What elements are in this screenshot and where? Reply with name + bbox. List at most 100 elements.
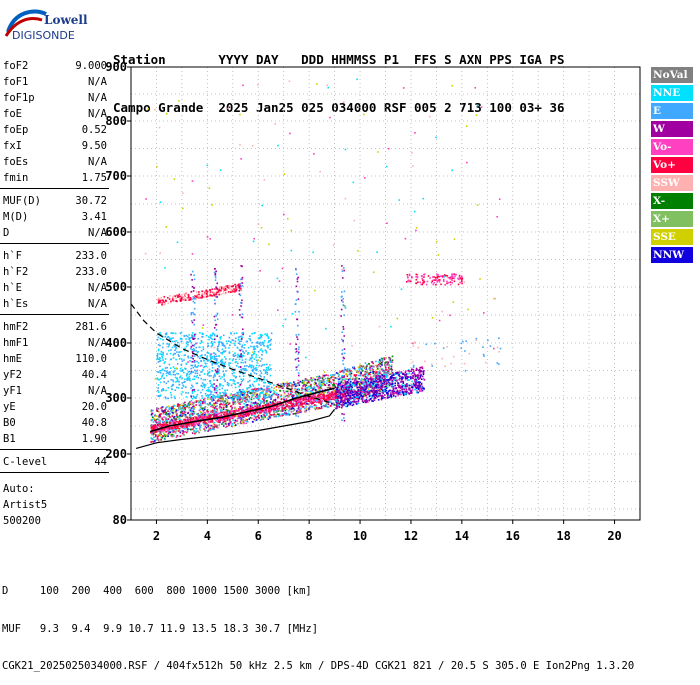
echo-point	[234, 401, 236, 403]
echo-point	[223, 334, 225, 336]
echo-point	[256, 380, 258, 382]
echo-point	[237, 393, 239, 395]
echo-point	[298, 352, 300, 354]
echo-point	[251, 389, 253, 391]
echo-point	[166, 367, 168, 369]
echo-point	[185, 338, 187, 340]
echo-point	[181, 296, 183, 298]
echo-point	[194, 338, 196, 340]
echo-point	[332, 374, 334, 376]
echo-point	[167, 435, 169, 437]
echo-point	[210, 415, 212, 417]
echo-point	[248, 401, 250, 403]
echo-point	[291, 388, 293, 390]
echo-point	[283, 383, 285, 385]
echo-point	[244, 390, 246, 392]
echo-point	[269, 383, 271, 385]
echo-point	[356, 370, 358, 372]
echo-point	[326, 397, 328, 399]
echo-point	[231, 397, 233, 399]
echo-point	[228, 425, 230, 427]
echo-point	[171, 397, 173, 399]
echo-point	[184, 335, 186, 337]
echo-point	[167, 420, 169, 422]
echo-point	[266, 352, 268, 354]
echo-point	[242, 355, 244, 357]
echo-point	[391, 370, 393, 372]
echo-point	[166, 422, 168, 424]
echo-point	[233, 375, 235, 377]
echo-point	[262, 344, 264, 346]
echo-point	[371, 361, 373, 363]
echo-point	[233, 396, 235, 398]
echo-point	[286, 409, 288, 411]
echo-point	[207, 398, 209, 400]
echo-point	[239, 399, 241, 401]
echo-point	[178, 355, 180, 357]
echo-point	[235, 287, 237, 289]
echo-point	[315, 408, 317, 410]
echo-point	[346, 369, 348, 371]
echo-point	[151, 434, 153, 436]
echo-point	[182, 299, 184, 301]
echo-point	[296, 403, 298, 405]
echo-point	[274, 412, 276, 414]
echo-point	[170, 367, 172, 369]
echo-point	[362, 370, 364, 372]
echo-point	[313, 386, 315, 388]
echo-point	[237, 396, 239, 398]
echo-point	[210, 398, 212, 400]
echo-point	[191, 342, 193, 344]
echo-point	[254, 372, 256, 374]
echo-point	[165, 413, 167, 415]
echo-point	[226, 389, 228, 391]
echo-point	[159, 332, 161, 334]
echo-point	[224, 389, 226, 391]
echo-point	[227, 382, 229, 384]
echo-point	[203, 424, 205, 426]
echo-point	[214, 303, 216, 305]
echo-point	[209, 293, 211, 295]
echo-point	[156, 431, 158, 433]
echo-point	[212, 394, 214, 396]
echo-point	[212, 384, 214, 386]
echo-point	[232, 380, 234, 382]
echo-point	[204, 402, 206, 404]
echo-point	[154, 440, 156, 442]
echo-point	[251, 399, 253, 401]
echo-point	[313, 388, 315, 390]
echo-point	[227, 401, 229, 403]
echo-point	[224, 363, 226, 365]
echo-point	[332, 379, 334, 381]
echo-point	[219, 337, 221, 339]
echo-point	[332, 392, 334, 394]
echo-point	[159, 420, 161, 422]
echo-point	[183, 382, 185, 384]
echo-point	[244, 392, 246, 394]
echo-point	[178, 351, 180, 353]
echo-point	[220, 401, 222, 403]
echo-point	[298, 408, 300, 410]
echo-point	[323, 405, 325, 407]
echo-point	[215, 270, 217, 272]
echo-point	[282, 385, 284, 387]
echo-point	[334, 377, 336, 379]
echo-point	[341, 300, 343, 302]
echo-point	[236, 289, 238, 291]
echo-point	[392, 356, 394, 358]
echo-point	[169, 421, 171, 423]
echo-point	[239, 406, 241, 408]
echo-point	[285, 403, 287, 405]
echo-point	[166, 343, 168, 345]
echo-point	[331, 403, 333, 405]
echo-point	[256, 390, 258, 392]
echo-point	[173, 435, 175, 437]
echo-point	[341, 389, 343, 391]
echo-point	[175, 432, 177, 434]
echo-point	[311, 397, 313, 399]
echo-point	[172, 341, 174, 343]
echo-point	[350, 376, 352, 378]
echo-point	[205, 429, 207, 431]
echo-point	[171, 435, 173, 437]
echo-point	[232, 289, 234, 291]
